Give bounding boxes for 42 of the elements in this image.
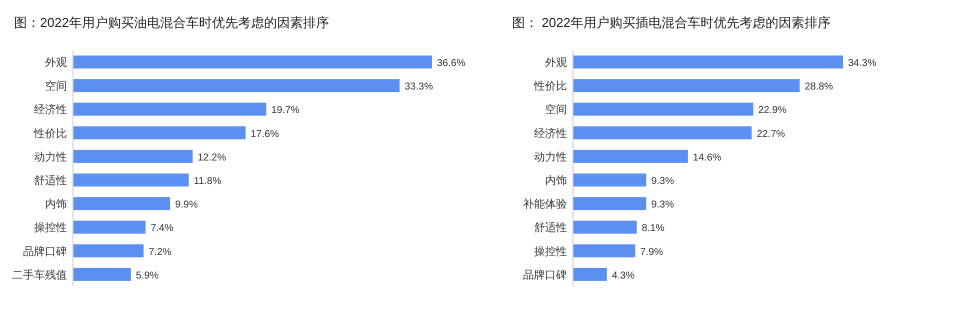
y-tick-label: 内饰	[545, 174, 567, 187]
data-label: 4.3%	[612, 270, 635, 282]
data-label: 11.8%	[194, 176, 222, 187]
data-label: 28.8%	[804, 82, 834, 93]
title: 图：2022年用户购买油电混合车时优先考虑的因素排序	[14, 15, 329, 30]
data-label: 34.3%	[848, 58, 876, 69]
y-tick-label: 二手车残值	[12, 268, 67, 282]
y-tick-label: 补能体验	[523, 198, 567, 211]
data-label: 22.7%	[756, 128, 786, 140]
data-label: 17.6%	[250, 128, 280, 140]
data-label: 9.3%	[651, 176, 674, 187]
data-label: 19.7%	[271, 105, 300, 116]
y-tick-label: 操控性	[34, 222, 67, 234]
y-tick-label: 品牌口碑	[523, 269, 567, 282]
data-label: 7.9%	[640, 246, 664, 258]
y-tick-label: 舒适性	[534, 221, 567, 234]
data-label: 9.3%	[651, 200, 674, 211]
data-label: 7.2%	[148, 246, 172, 258]
data-label: 22.9%	[758, 105, 787, 116]
data-label: 36.6%	[437, 58, 466, 69]
data-label: 33.3%	[404, 82, 434, 93]
y-tick-label: 外观	[45, 57, 67, 69]
y-tick-label: 动力性	[34, 150, 67, 164]
y-tick-label: 空间	[545, 103, 567, 116]
data-label: 7.4%	[150, 223, 174, 234]
data-label: 9.9%	[175, 200, 198, 211]
y-tick-label: 操控性	[534, 246, 567, 258]
y-tick-label: 性价比	[533, 80, 567, 93]
y-tick-label: 内饰	[45, 198, 67, 211]
y-tick-label: 品牌口碑	[23, 246, 67, 258]
data-label: 5.9%	[136, 270, 159, 282]
y-tick-label: 性价比	[33, 126, 67, 140]
y-tick-label: 外观	[545, 57, 567, 69]
y-tick-label: 经济性	[34, 103, 67, 116]
data-label: 8.1%	[642, 223, 665, 234]
y-tick-label: 空间	[45, 80, 67, 93]
y-tick-label: 经济性	[534, 126, 567, 140]
title: 图： 2022年用户购买插电混合车时优先考虑的因素排序	[512, 15, 831, 30]
y-tick-label: 舒适性	[34, 174, 67, 187]
y-tick-label: 动力性	[534, 150, 567, 164]
data-label: 12.2%	[198, 152, 226, 164]
data-label: 14.6%	[692, 152, 722, 164]
